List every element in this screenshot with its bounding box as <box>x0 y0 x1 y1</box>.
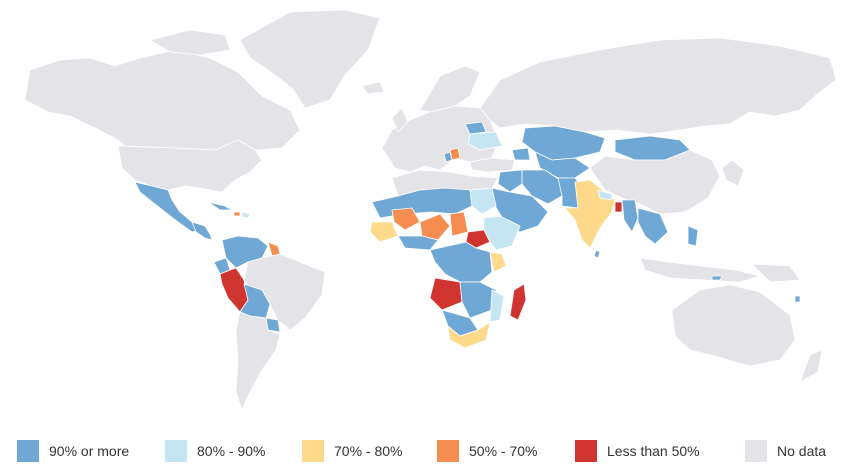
region-nigeria-area <box>419 213 451 241</box>
region-europe <box>381 105 499 173</box>
region-cuba <box>207 201 233 211</box>
region-arctic-islands <box>149 29 231 56</box>
region-nepal <box>597 189 613 201</box>
region-guianas <box>267 241 281 257</box>
region-myanmar <box>621 199 639 233</box>
region-angola <box>429 277 463 311</box>
legend-item-80-90: 80% - 90% <box>165 440 265 462</box>
region-ukraine <box>467 131 503 151</box>
region-southern-cone <box>235 311 281 411</box>
region-bangladesh <box>614 201 623 213</box>
region-iran <box>521 169 563 205</box>
region-south-sudan <box>465 229 491 249</box>
region-east-africa <box>489 251 507 273</box>
region-haiti <box>233 211 241 217</box>
region-mozambique <box>489 289 505 323</box>
region-korea-japan <box>721 159 745 187</box>
region-south-africa <box>447 321 491 349</box>
region-pacific-island <box>794 295 801 303</box>
legend-item-no-data: No data <box>745 440 826 462</box>
legend-label: 70% - 80% <box>334 443 403 459</box>
legend-label: 90% or more <box>49 443 130 459</box>
region-iraq-syria <box>497 169 523 193</box>
legend-item-50-70: 50% - 70% <box>437 440 537 462</box>
region-caribbean-other <box>241 211 251 219</box>
legend-label: 50% - 70% <box>469 443 538 459</box>
region-uk <box>391 107 409 133</box>
legend-item-90-or-more: 90% or more <box>17 440 129 462</box>
map-legend: 90% or more 80% - 90% 70% - 80% 50% - 70… <box>0 440 850 464</box>
region-mexico <box>134 181 201 233</box>
region-new-zealand <box>799 349 823 383</box>
region-egypt-sudan-north <box>469 187 497 215</box>
region-iceland <box>361 81 385 95</box>
legend-label: 80% - 90% <box>197 443 266 459</box>
region-turkey <box>469 157 516 173</box>
region-sri-lanka <box>593 249 601 259</box>
region-central-africa <box>429 241 493 283</box>
legend-swatch <box>437 440 459 462</box>
legend-swatch <box>575 440 597 462</box>
region-kazakhstan <box>521 125 606 161</box>
region-gulf-guinea <box>397 235 439 251</box>
region-scandinavia <box>419 65 481 113</box>
region-balkans <box>443 151 453 163</box>
region-guinea-coast <box>369 221 399 243</box>
legend-item-less-than-50: Less than 50% <box>575 440 700 462</box>
region-chad <box>449 211 469 237</box>
region-indochina <box>637 207 669 245</box>
region-china <box>589 149 721 215</box>
legend-label: No data <box>777 443 827 459</box>
region-indonesia <box>639 257 761 283</box>
legend-swatch <box>17 440 39 462</box>
legend-swatch <box>745 440 767 462</box>
legend-item-70-80: 70% - 80% <box>302 440 402 462</box>
region-central-america <box>191 221 213 241</box>
region-mali-niger <box>391 207 421 231</box>
region-belarus <box>464 121 487 135</box>
region-australia <box>671 284 796 367</box>
region-usa <box>117 139 263 193</box>
region-timor <box>711 275 723 281</box>
region-madagascar <box>509 283 527 321</box>
region-greenland <box>239 9 381 109</box>
region-peru <box>219 267 249 313</box>
legend-label: Less than 50% <box>607 443 700 459</box>
region-ethiopia-horn <box>483 215 521 251</box>
region-papua <box>751 263 801 283</box>
legend-swatch <box>165 440 187 462</box>
legend-swatch <box>302 440 324 462</box>
region-caucasus <box>511 147 531 161</box>
region-russia <box>479 37 837 135</box>
region-canada-alaska <box>24 49 301 151</box>
region-philippines <box>687 225 699 247</box>
world-choropleth-map <box>24 9 837 411</box>
